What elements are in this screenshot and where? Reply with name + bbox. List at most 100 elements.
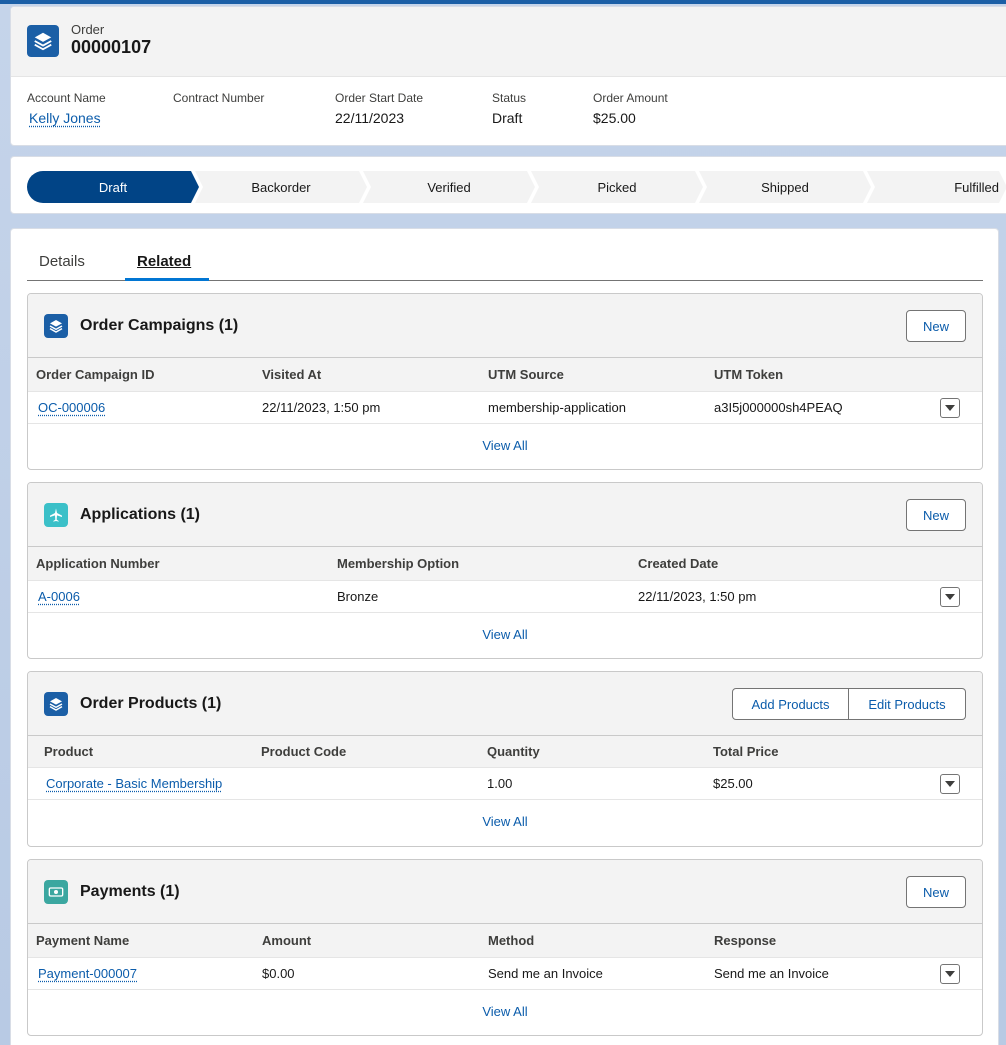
table-row: OC-000006 22/11/2023, 1:50 pm membership… bbox=[28, 392, 982, 424]
related-list-title: Applications (1) bbox=[80, 506, 200, 524]
column-header: Application Number bbox=[36, 556, 160, 571]
cell-value: 22/11/2023, 1:50 pm bbox=[262, 400, 380, 415]
edit-products-button[interactable]: Edit Products bbox=[849, 688, 966, 720]
row-action-dropdown-icon[interactable] bbox=[940, 774, 960, 794]
record-header: Order 00000107 Account Name Kelly Jones … bbox=[10, 6, 1006, 146]
order-stack-icon bbox=[27, 25, 59, 57]
column-header: UTM Source bbox=[488, 367, 564, 382]
cell-value: 1.00 bbox=[487, 776, 512, 791]
new-payment-button[interactable]: New bbox=[906, 876, 966, 908]
field-order-start-date: Order Start Date 22/11/2023 bbox=[335, 91, 423, 126]
new-application-button[interactable]: New bbox=[906, 499, 966, 531]
cell-value: $25.00 bbox=[713, 776, 753, 791]
path-step-verified[interactable]: Verified bbox=[363, 171, 535, 203]
application-link[interactable]: A-0006 bbox=[38, 589, 80, 604]
related-list-header: Order Campaigns (1) New bbox=[28, 294, 982, 358]
column-header: Payment Name bbox=[36, 933, 129, 948]
related-list-order-products: Order Products (1) Add Products Edit Pro… bbox=[27, 671, 983, 847]
related-list-title: Order Products (1) bbox=[80, 695, 221, 713]
column-header: UTM Token bbox=[714, 367, 783, 382]
field-label: Contract Number bbox=[173, 91, 264, 105]
tab-related[interactable]: Related bbox=[137, 253, 191, 270]
column-header: Method bbox=[488, 933, 534, 948]
order-stack-icon bbox=[44, 692, 68, 716]
related-list-header: Order Products (1) Add Products Edit Pro… bbox=[28, 672, 982, 736]
cell-value: membership-application bbox=[488, 400, 626, 415]
table-header: Payment Name Amount Method Response bbox=[28, 924, 982, 958]
record-title: 00000107 bbox=[71, 37, 151, 58]
table-header: Product Product Code Quantity Total Pric… bbox=[28, 736, 982, 768]
related-list-payments: Payments (1) New Payment Name Amount Met… bbox=[27, 859, 983, 1036]
add-products-button[interactable]: Add Products bbox=[732, 688, 849, 720]
related-list-footer: View All bbox=[28, 800, 982, 844]
product-link[interactable]: Corporate - Basic Membership bbox=[46, 776, 222, 791]
field-value: 22/11/2023 bbox=[335, 110, 423, 126]
related-list-header: Applications (1) New bbox=[28, 483, 982, 547]
field-label: Order Start Date bbox=[335, 91, 423, 105]
related-list-title: Payments (1) bbox=[80, 883, 180, 901]
tab-details[interactable]: Details bbox=[39, 253, 85, 270]
order-stack-icon bbox=[44, 314, 68, 338]
field-contract-number: Contract Number bbox=[173, 91, 264, 110]
related-list-footer: View All bbox=[28, 424, 982, 468]
cell-value: Bronze bbox=[337, 589, 378, 604]
field-label: Status bbox=[492, 91, 526, 105]
column-header: Visited At bbox=[262, 367, 321, 382]
row-action-dropdown-icon[interactable] bbox=[940, 964, 960, 984]
path-step-draft[interactable]: Draft bbox=[27, 171, 199, 203]
row-action-dropdown-icon[interactable] bbox=[940, 398, 960, 418]
related-tab-card: Details Related Order Campaigns (1) New … bbox=[10, 228, 999, 1045]
field-label: Account Name bbox=[27, 91, 106, 105]
status-path: Draft Backorder Verified Picked Shipped … bbox=[10, 156, 1006, 214]
field-value: Draft bbox=[492, 110, 526, 126]
column-header: Product Code bbox=[261, 744, 346, 759]
view-all-link[interactable]: View All bbox=[28, 814, 982, 829]
column-header: Created Date bbox=[638, 556, 718, 571]
column-header: Membership Option bbox=[337, 556, 459, 571]
path-step-backorder[interactable]: Backorder bbox=[195, 171, 367, 203]
field-value: $25.00 bbox=[593, 110, 668, 126]
path-step-shipped[interactable]: Shipped bbox=[699, 171, 871, 203]
tab-bar: Details Related bbox=[27, 245, 983, 281]
path-step-fulfilled[interactable]: Fulfilled bbox=[867, 171, 1006, 203]
account-name-link[interactable]: Kelly Jones bbox=[29, 110, 106, 126]
view-all-link[interactable]: View All bbox=[28, 438, 982, 453]
table-header: Order Campaign ID Visited At UTM Source … bbox=[28, 358, 982, 392]
row-action-dropdown-icon[interactable] bbox=[940, 587, 960, 607]
cell-value: Send me an Invoice bbox=[488, 966, 603, 981]
related-list-order-campaigns: Order Campaigns (1) New Order Campaign I… bbox=[27, 293, 983, 470]
related-list-title: Order Campaigns (1) bbox=[80, 317, 238, 335]
field-account-name: Account Name Kelly Jones bbox=[27, 91, 106, 126]
column-header: Product bbox=[44, 744, 93, 759]
payment-link[interactable]: Payment-000007 bbox=[38, 966, 137, 981]
cell-value: $0.00 bbox=[262, 966, 295, 981]
new-campaign-button[interactable]: New bbox=[906, 310, 966, 342]
table-row: A-0006 Bronze 22/11/2023, 1:50 pm bbox=[28, 581, 982, 613]
cell-value: 22/11/2023, 1:50 pm bbox=[638, 589, 756, 604]
column-header: Response bbox=[714, 933, 776, 948]
table-row: Payment-000007 $0.00 Send me an Invoice … bbox=[28, 958, 982, 990]
path-step-picked[interactable]: Picked bbox=[531, 171, 703, 203]
related-list-footer: View All bbox=[28, 613, 982, 657]
active-tab-indicator bbox=[125, 278, 209, 281]
view-all-link[interactable]: View All bbox=[28, 627, 982, 642]
field-order-amount: Order Amount $25.00 bbox=[593, 91, 668, 126]
related-list-header: Payments (1) New bbox=[28, 860, 982, 924]
order-campaign-link[interactable]: OC-000006 bbox=[38, 400, 105, 415]
plane-icon bbox=[44, 503, 68, 527]
related-list-applications: Applications (1) New Application Number … bbox=[27, 482, 983, 659]
field-label: Order Amount bbox=[593, 91, 668, 105]
related-list-footer: View All bbox=[28, 990, 982, 1034]
table-header: Application Number Membership Option Cre… bbox=[28, 547, 982, 581]
object-label: Order bbox=[71, 22, 104, 37]
money-icon bbox=[44, 880, 68, 904]
field-status: Status Draft bbox=[492, 91, 526, 126]
view-all-link[interactable]: View All bbox=[28, 1004, 982, 1019]
cell-value: Send me an Invoice bbox=[714, 966, 829, 981]
column-header: Amount bbox=[262, 933, 311, 948]
cell-value: a3I5j000000sh4PEAQ bbox=[714, 400, 843, 415]
record-header-top: Order 00000107 bbox=[11, 7, 1006, 77]
path-steps: Draft Backorder Verified Picked Shipped … bbox=[27, 171, 1006, 203]
table-row: Corporate - Basic Membership 1.00 $25.00 bbox=[28, 768, 982, 800]
column-header: Order Campaign ID bbox=[36, 367, 154, 382]
